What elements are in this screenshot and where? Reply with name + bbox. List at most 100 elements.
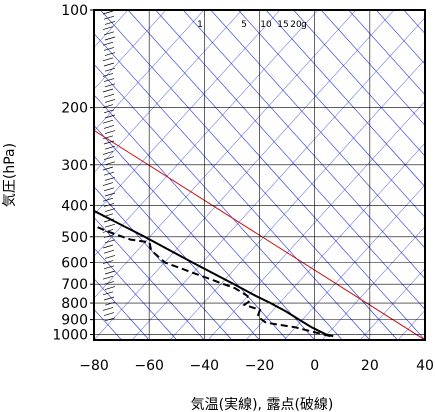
x-tick-label: −40 [190, 358, 220, 374]
wind-barb [103, 47, 115, 51]
adiabat-line [94, 10, 357, 299]
wind-barb [103, 15, 115, 20]
background-lines [94, 10, 435, 340]
wind-barb [104, 145, 116, 150]
mixing-ratio-label: 15 [277, 20, 288, 30]
mixing-ratio-label: 1 [197, 20, 203, 30]
y-tick-label: 500 [61, 230, 88, 246]
wind-barb [103, 249, 115, 254]
isotherm-line [100, 10, 398, 340]
wind-barb [102, 119, 114, 124]
wind-barb [102, 10, 114, 15]
x-tick-label: 20 [361, 358, 379, 374]
wind-barb [102, 104, 114, 108]
wind-barb [103, 312, 115, 316]
x-tick-label: 0 [310, 358, 319, 374]
plot-border [93, 9, 426, 341]
wind-barb [104, 130, 116, 134]
wind-barb [102, 41, 114, 46]
wind-barb [104, 52, 116, 56]
wind-barb [103, 78, 115, 82]
isotherm-line [348, 10, 425, 96]
wind-barb [104, 255, 116, 259]
wind-barbs [102, 10, 116, 322]
wind-barb [102, 151, 114, 155]
isotherm-line [182, 10, 425, 280]
adiabat-line [321, 226, 425, 340]
wind-barb [104, 270, 116, 275]
wind-barb [104, 114, 116, 119]
y-tick-label: 900 [61, 313, 88, 329]
wind-barb [103, 125, 115, 129]
adiabat-line [359, 268, 425, 340]
y-tick-label: 200 [61, 101, 88, 117]
wind-barb [104, 99, 116, 103]
adiabat-line [169, 59, 425, 340]
isotherm-line [431, 10, 435, 340]
wind-barb [102, 182, 114, 186]
wind-barb [103, 296, 115, 301]
wind-barb [102, 135, 114, 140]
adiabat-line [283, 184, 425, 340]
isotherm-line [210, 10, 425, 249]
axis-labels: 1 5 10 15 20 g1002003004005006007008009001000… [52, 3, 434, 374]
wind-barb [103, 171, 115, 176]
wind-barb [102, 26, 114, 30]
wind-barb [103, 234, 115, 238]
wind-barb [103, 156, 115, 160]
wind-barb [103, 109, 115, 114]
isotherm-line [94, 33, 371, 340]
isotherm-line [127, 10, 425, 340]
wind-barb [102, 88, 114, 93]
wind-barb [102, 244, 114, 249]
isotherm-line [265, 10, 425, 188]
grid-lines [93, 9, 426, 340]
adiabat-line [94, 10, 281, 215]
y-tick-label: 400 [61, 198, 88, 214]
isotherm-line [94, 63, 343, 340]
wind-barb [102, 166, 114, 171]
y-tick-label: 800 [61, 296, 88, 312]
mixing-ratio-label: 5 [241, 20, 247, 30]
y-tick-label: 1000 [52, 327, 88, 343]
isotherm-line [94, 247, 177, 340]
wind-barb [103, 281, 115, 285]
wind-barb [104, 286, 116, 290]
wind-barb [103, 62, 115, 67]
wind-barb [104, 177, 116, 181]
isotherm-line [94, 216, 205, 340]
wind-barb [102, 307, 114, 311]
x-tick-label: −80 [79, 358, 109, 374]
adiabat-line [131, 17, 425, 340]
adiabat-line [94, 10, 319, 257]
isotherm-line [238, 10, 425, 218]
temperature-line [94, 209, 334, 338]
isotherm-line [94, 186, 233, 340]
x-axis-title: 気温(実線), 露点(破線) [191, 397, 334, 412]
y-axis-title: 気圧(hPa) [2, 143, 18, 207]
adiabat-line [94, 10, 167, 90]
wind-barb [103, 31, 115, 36]
wind-barb [102, 291, 114, 296]
wind-barb [104, 36, 116, 41]
wind-barb [104, 21, 116, 25]
y-tick-label: 600 [61, 255, 88, 271]
wind-barb [103, 93, 115, 98]
wind-barb [102, 197, 114, 202]
profile-series [94, 209, 334, 338]
wind-barb [104, 301, 116, 306]
isotherm-line [293, 10, 425, 157]
wind-barb [102, 275, 114, 280]
wind-barb [104, 208, 116, 212]
mixing-ratio-label: 10 [260, 20, 272, 30]
y-tick-label: 700 [61, 277, 88, 293]
wind-barb [102, 57, 114, 62]
adiabat-line [94, 10, 395, 340]
adiabat-line [207, 100, 425, 340]
wind-barb [102, 260, 114, 264]
wind-barb [103, 265, 115, 270]
x-tick-label: −60 [134, 358, 164, 374]
mixing-ratio-label: 20 [290, 20, 302, 30]
isotherm-line [320, 10, 425, 126]
